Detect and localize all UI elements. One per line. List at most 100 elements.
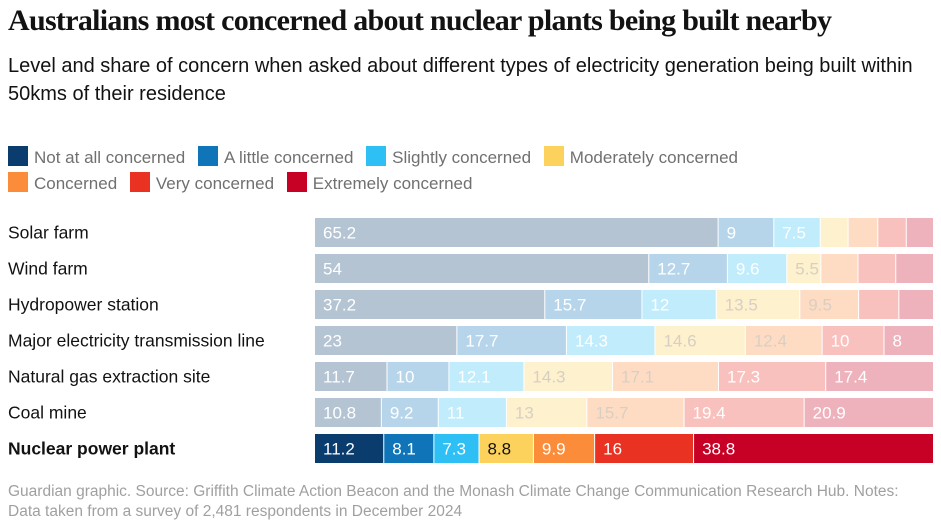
bar-segment [858,254,896,283]
value-label: 8.1 [392,440,416,459]
category-label: Hydropower station [8,295,159,315]
category-label: Coal mine [8,403,87,423]
value-label: 13.5 [725,296,758,315]
value-label: 14.6 [663,332,696,351]
bar-segment [859,290,899,319]
legend-item: Concerned [8,172,117,193]
value-label: 12.4 [754,332,787,351]
bar-segment [896,254,933,283]
legend-swatch [197,146,218,166]
value-label: 14.3 [575,332,608,351]
stacked-bar-chart: Solar farm 65.2 9 7.5 Wind farm 54 12.7 9.6 5.5 H… [8,218,933,463]
bar-segment [718,362,826,391]
legend-label: Very concerned [155,174,275,193]
value-label: 38.8 [702,440,735,459]
bar-segment [716,290,800,319]
bar-segment [774,218,820,247]
bar-segment [315,362,387,391]
bar-segment [787,254,821,283]
bar-segment [533,434,595,463]
legend-item: Moderately concerned [543,146,739,167]
bar-segment [694,434,933,463]
value-label: 19.4 [693,404,726,423]
legend-item: A little concerned [197,146,354,167]
source-note: Guardian graphic. Source: Griffith Clima… [8,483,899,520]
legend-swatch [8,172,28,192]
bar-segment [649,254,727,283]
value-label: 5.5 [795,260,819,279]
bar-segment [506,398,587,427]
bar-segment [315,326,457,355]
bar-segment [821,254,858,283]
legend-swatch [8,146,28,166]
bar-segment [800,290,859,319]
bar-segment [718,218,774,247]
bar-segment [613,362,718,391]
legend-label: A little concerned [223,148,354,167]
bar-segment [545,290,642,319]
bar-segment [595,434,694,463]
value-label: 20.9 [813,404,846,423]
bar-segment [315,218,718,247]
bar-segment [479,434,533,463]
value-label: 17.7 [465,332,498,351]
value-label: 14.3 [532,368,565,387]
bar-segment [384,434,434,463]
legend-swatch [543,146,564,166]
value-label: 16 [603,440,622,459]
bar-segment [899,290,933,319]
legend-label: Slightly concerned [392,148,532,167]
value-label: 23 [323,332,342,351]
bar-segment [655,326,745,355]
bar-segment [727,254,787,283]
value-label: 9.9 [542,440,566,459]
bar-row: Hydropower station 37.2 15.7 12 13.5 9.5 [8,290,933,319]
bar-row: Coal mine 10.8 9.2 11 13 15.7 19.4 20.9 [8,398,933,427]
value-label: 12 [650,296,669,315]
bar-row: Nuclear power plant 11.2 8.1 7.3 8.8 9.9 16 38.… [8,434,933,463]
bar-segment [566,326,655,355]
value-label: 11.2 [323,440,355,459]
bar-segment [906,218,933,247]
bar-segment [449,362,524,391]
value-label: 10 [396,368,415,387]
category-label: Natural gas extraction site [8,367,210,387]
legend-label: Moderately concerned [569,148,739,167]
legend-swatch [129,172,150,192]
bar-row: Major electricity transmission line 23 17.… [8,326,933,355]
legend-item: Extremely concerned [286,172,473,193]
chart-title: Australians most concerned about nuclear… [8,4,832,37]
legend-swatch [286,172,307,192]
bar-segment [524,362,613,391]
bar-segment [315,434,384,463]
value-label: 9.6 [736,260,760,279]
value-label: 7.5 [782,224,806,243]
bar-segment [587,398,684,427]
value-label: 54 [323,260,342,279]
bar-segment [387,362,449,391]
bar-segment [315,290,545,319]
value-label: 12.7 [657,260,690,279]
bar-segment [804,398,933,427]
category-label: Major electricity transmission line [8,331,265,351]
legend-label: Extremely concerned [312,174,473,193]
legend-item: Slightly concerned [366,146,532,167]
value-label: 12.1 [457,368,490,387]
value-label: 17.3 [727,368,760,387]
bar-segment [826,362,933,391]
bar-segment [884,326,933,355]
bar-segment [457,326,566,355]
bar-segment [745,326,822,355]
bar-row: Natural gas extraction site 11.7 10 12.1 14.… [8,362,933,391]
value-label: 37.2 [323,296,356,315]
legend-swatch [366,146,387,166]
chart-subtitle: Level and share of concern when asked ab… [8,55,913,105]
bar-segment [315,398,381,427]
category-label: Nuclear power plant [8,439,175,459]
category-label: Wind farm [8,259,88,279]
value-label: 8.8 [487,440,511,459]
bar-segment [820,218,848,247]
value-label: 15.7 [553,296,586,315]
value-label: 9.5 [808,296,832,315]
value-label: 9.2 [390,404,414,423]
